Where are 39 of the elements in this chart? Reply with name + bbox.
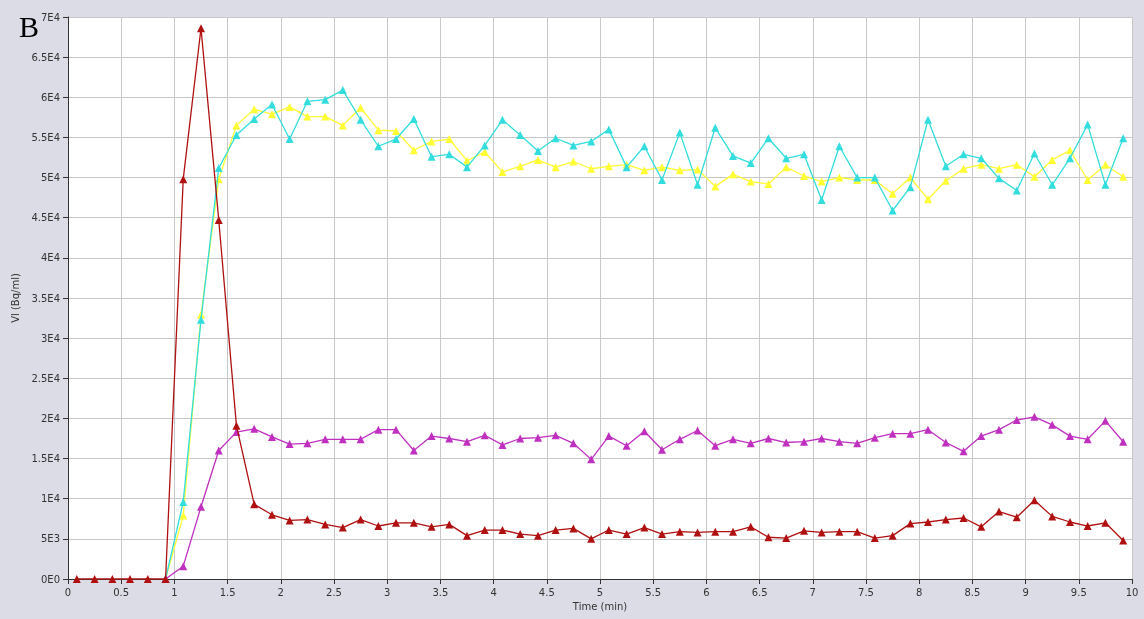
y-tick-label: 5E3 (40, 533, 60, 545)
y-axis-title: Vl (Bq/ml) (9, 273, 21, 323)
y-tick-label: 5E4 (40, 172, 60, 184)
y-tick-label: 2.5E4 (31, 372, 60, 384)
y-tick-label: 6.5E4 (31, 51, 60, 63)
x-tick-label: 9 (1022, 586, 1029, 598)
x-tick-label: 0 (64, 586, 72, 598)
x-tick-label: 8.5 (964, 586, 981, 598)
x-tick-label: 2.5 (326, 586, 342, 598)
y-tick-label: 1E4 (40, 493, 60, 505)
y-tick-label: 0E0 (40, 573, 60, 585)
y-tick-label: 5.5E4 (31, 131, 60, 143)
x-tick-label: 3.5 (432, 586, 449, 598)
x-tick-label: 1.5 (219, 586, 236, 598)
x-tick-label: 5.5 (645, 586, 662, 598)
x-tick-label: 6.5 (751, 586, 768, 598)
x-axis-title: Time (min) (571, 601, 628, 613)
y-tick-label: 3.5E4 (31, 292, 60, 304)
x-tick-label: 4 (490, 586, 497, 598)
y-tick-label: 4E4 (40, 252, 60, 264)
x-tick-label: 3 (384, 586, 391, 598)
y-tick-label: 4.5E4 (31, 212, 60, 224)
y-tick-label: 6E4 (40, 91, 60, 103)
x-tick-label: 6 (703, 586, 710, 598)
x-tick-label: 7 (809, 586, 816, 598)
y-tick-label: 1.5E4 (31, 453, 60, 465)
y-tick-label: 3E4 (40, 332, 60, 344)
x-tick-label: 5 (596, 586, 604, 598)
y-tick-label: 2E4 (40, 412, 60, 424)
chart-title: B (19, 9, 40, 43)
x-tick-label: 9.5 (1070, 586, 1087, 598)
y-tick-label: 7E4 (40, 11, 60, 23)
x-tick-label: 0.5 (113, 586, 130, 598)
x-tick-label: 1 (171, 586, 178, 598)
x-tick-label: 4.5 (538, 586, 555, 598)
x-tick-label: 2 (277, 586, 284, 598)
x-tick-label: 8 (916, 586, 923, 598)
x-tick-label: 10 (1125, 586, 1139, 598)
x-tick-label: 7.5 (858, 586, 874, 598)
